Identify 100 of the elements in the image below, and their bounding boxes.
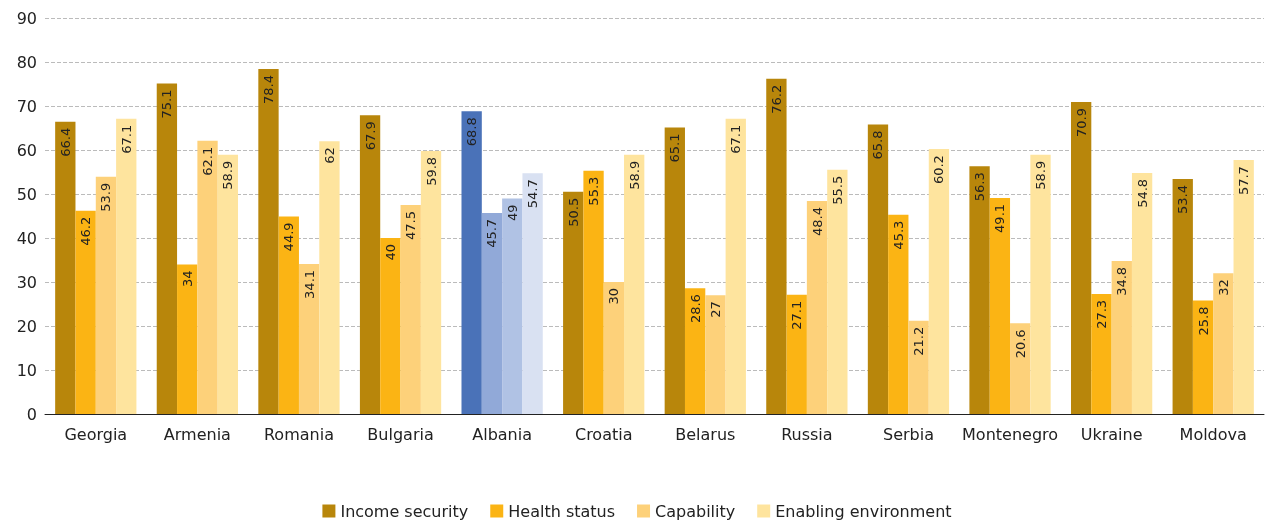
x-tick-label: Belarus: [675, 424, 736, 444]
data-label: 58.9: [1033, 160, 1049, 190]
data-label: 27: [707, 301, 723, 318]
bar: [725, 118, 746, 414]
bar: [481, 212, 503, 414]
data-label: 47.5: [403, 211, 419, 240]
bar: [583, 170, 604, 414]
data-label: 34.8: [1114, 266, 1130, 296]
data-label: 58.9: [626, 160, 642, 190]
data-label: 56.3: [972, 172, 988, 202]
bar: [116, 118, 137, 414]
bar: [197, 140, 218, 414]
y-tick-label: 70: [16, 96, 37, 116]
x-tick-label: Bulgaria: [367, 424, 434, 444]
bar: [684, 288, 706, 414]
data-label: 45.7: [484, 218, 500, 248]
data-label: 58.9: [220, 160, 236, 190]
bar: [603, 282, 625, 414]
data-label: 27.3: [1093, 299, 1109, 329]
data-label: 76.2: [768, 84, 784, 114]
bar: [705, 295, 726, 414]
y-tick-label: 50: [16, 184, 37, 204]
data-label: 65.1: [667, 133, 683, 163]
data-label: 34.1: [301, 269, 317, 299]
x-tick-label: Serbia: [882, 424, 934, 444]
data-label: 75.1: [159, 89, 175, 119]
data-label: 53.4: [1175, 185, 1191, 214]
x-tick-label: Moldova: [1179, 424, 1247, 444]
bar: [298, 263, 320, 414]
bar: [502, 198, 523, 414]
bar: [217, 154, 239, 414]
data-label: 44.9: [281, 222, 297, 252]
data-label: 45.3: [890, 220, 906, 250]
data-label: 32: [1215, 279, 1231, 296]
y-tick-label: 30: [16, 272, 37, 292]
data-label: 21.2: [911, 326, 927, 356]
x-tick-label: Montenegro: [962, 424, 1059, 444]
data-label: 55.3: [586, 176, 602, 206]
bar: [766, 78, 787, 414]
bar: [1172, 179, 1193, 414]
bar: [908, 320, 929, 414]
x-tick-label: Albania: [472, 424, 532, 444]
bar: [1030, 154, 1051, 414]
data-label: 70.9: [1073, 108, 1089, 137]
data-label: 46.2: [78, 216, 94, 246]
bar: [989, 197, 1011, 414]
bar: [1070, 102, 1092, 414]
data-label: 54.7: [525, 179, 541, 209]
data-label: 68.8: [464, 117, 480, 147]
data-label: 65.8: [870, 130, 886, 160]
bar: [1010, 323, 1031, 414]
bar: [888, 214, 909, 414]
bar: [55, 121, 76, 414]
bar: [258, 69, 279, 414]
data-label: 48.4: [809, 207, 825, 236]
bar: [156, 83, 178, 414]
bar: [522, 173, 543, 414]
bar: [786, 294, 807, 414]
x-tick-label: Ukraine: [1080, 424, 1143, 444]
y-tick-label: 20: [16, 316, 37, 336]
data-label: 49.1: [992, 203, 1008, 233]
data-label: 62.1: [200, 146, 216, 176]
x-tick-label: Croatia: [574, 424, 633, 444]
legend-label: Health status: [508, 501, 616, 521]
bar: [319, 141, 340, 414]
legend-label: Capability: [655, 501, 736, 521]
y-tick-label: 10: [16, 360, 37, 380]
bar: [400, 205, 421, 414]
bar: [95, 176, 117, 414]
x-tick-label: Armenia: [163, 424, 231, 444]
y-tick-label: 40: [16, 228, 37, 248]
data-label: 49: [504, 204, 520, 221]
data-label: 27.1: [789, 300, 805, 330]
bar: [1091, 293, 1112, 414]
bar: [928, 149, 950, 414]
bar: [563, 191, 584, 414]
bar: [278, 216, 299, 414]
legend-label: Enabling environment: [775, 501, 952, 521]
data-label: 67.1: [728, 124, 744, 154]
bar: [420, 150, 442, 414]
bar: [1233, 160, 1254, 414]
data-label: 62: [321, 147, 337, 164]
bar: [867, 124, 889, 414]
data-label: 40: [382, 244, 398, 261]
bar: [969, 166, 990, 414]
y-tick-label: 80: [16, 52, 37, 72]
y-tick-label: 60: [16, 140, 37, 160]
bar: [177, 264, 198, 414]
bar: [624, 154, 645, 414]
data-label: 78.4: [260, 75, 276, 104]
bar: [827, 169, 848, 414]
data-label: 60.2: [931, 155, 947, 185]
data-label: 66.4: [57, 127, 73, 157]
data-label: 54.8: [1134, 178, 1150, 208]
data-label: 50.5: [565, 197, 581, 227]
bar: [664, 127, 685, 414]
data-label: 30: [606, 288, 622, 305]
bar: [359, 115, 381, 414]
bar: [806, 201, 828, 414]
data-label: 57.7: [1236, 166, 1252, 196]
